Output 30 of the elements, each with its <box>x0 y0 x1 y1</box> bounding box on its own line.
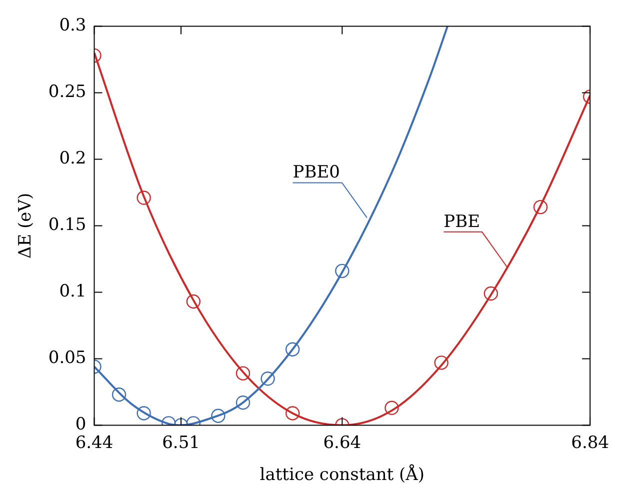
x-tick-label: 6.51 <box>162 432 200 453</box>
y-tick-label: 0.1 <box>59 282 86 302</box>
x-axis-title: lattice constant (Å) <box>260 464 425 486</box>
point <box>384 400 399 416</box>
x-tick-label: 6.44 <box>75 432 114 453</box>
point <box>285 342 300 356</box>
y-axis-title: ΔE (eV) <box>16 192 36 259</box>
point <box>136 406 151 420</box>
annotation: PBE0 <box>292 162 340 183</box>
point <box>236 366 250 380</box>
point <box>112 388 126 402</box>
point <box>186 294 201 309</box>
point <box>484 286 498 301</box>
x-tick-label: 6.64 <box>323 432 362 453</box>
point <box>335 264 350 278</box>
y-tick-label: 0.3 <box>59 16 86 36</box>
point <box>434 356 448 370</box>
y-tick-label: 0.05 <box>48 348 86 368</box>
annotation: PBE <box>444 212 480 232</box>
point <box>136 190 151 205</box>
x-tick-label: 6.84 <box>571 432 610 453</box>
y-tick-label: 0.2 <box>59 148 86 169</box>
point <box>285 406 300 420</box>
y-tick-label: 0.15 <box>48 215 86 236</box>
point <box>260 372 275 386</box>
y-tick-label: 0 <box>75 414 86 435</box>
point <box>533 200 548 214</box>
y-tick-label: 0.25 <box>48 82 86 102</box>
point <box>211 408 226 423</box>
point <box>236 395 250 410</box>
